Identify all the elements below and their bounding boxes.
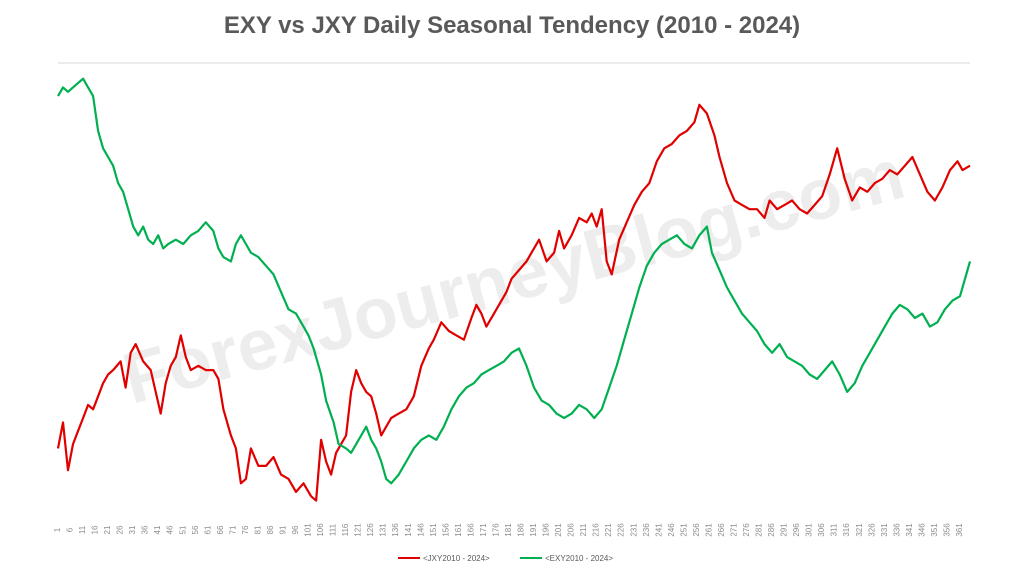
x-tick-label: 176: [491, 523, 500, 537]
x-tick-label: 266: [717, 523, 726, 537]
x-tick-label: 136: [391, 523, 400, 537]
x-tick-label: 1: [53, 527, 62, 532]
x-tick-label: 51: [178, 525, 187, 534]
x-tick-label: 226: [617, 523, 626, 537]
x-tick-label: 46: [166, 525, 175, 534]
x-tick-label: 106: [316, 523, 325, 537]
x-tick-label: 131: [379, 523, 388, 537]
x-tick-label: 196: [542, 523, 551, 537]
x-tick-label: 181: [504, 523, 513, 537]
x-tick-label: 361: [955, 523, 964, 537]
x-tick-label: 141: [404, 523, 413, 537]
x-tick-label: 326: [867, 523, 876, 537]
x-tick-label: 36: [141, 525, 150, 534]
x-tick-label: 311: [830, 523, 839, 536]
x-tick-label: 356: [942, 523, 951, 537]
x-tick-label: 156: [441, 523, 450, 537]
x-tick-label: 111: [329, 523, 338, 536]
x-tick-label: 191: [529, 523, 538, 537]
x-tick-label: 291: [780, 523, 789, 537]
x-tick-label: 26: [116, 525, 125, 534]
x-tick-label: 331: [880, 523, 889, 537]
x-tick-label: 241: [654, 523, 663, 537]
legend-label-exy: <EXY2010 - 2024>: [545, 554, 613, 563]
x-tick-label: 166: [466, 523, 475, 537]
x-tick-label: 11: [78, 525, 87, 534]
series-layer: [56, 77, 972, 502]
x-tick-label: 21: [103, 525, 112, 534]
x-tick-label: 206: [567, 523, 576, 537]
x-tick-label: 201: [554, 523, 563, 537]
x-tick-label: 66: [216, 525, 225, 534]
x-tick-label: 41: [153, 525, 162, 534]
legend-label-jxy: <JXY2010 - 2024>: [423, 554, 490, 563]
x-tick-label: 101: [304, 523, 313, 537]
series-line-exy: [57, 77, 972, 485]
x-tick-label: 6: [66, 527, 75, 532]
x-tick-label: 151: [429, 523, 438, 537]
x-tick-label: 146: [416, 523, 425, 537]
x-tick-label: 271: [729, 523, 738, 537]
x-tick-label: 171: [479, 523, 488, 537]
x-tick-label: 316: [842, 523, 851, 537]
x-tick-label: 306: [817, 523, 826, 537]
x-tick-label: 236: [642, 523, 651, 537]
series-line-jxy: [56, 103, 971, 502]
x-tick-label: 16: [91, 525, 100, 534]
x-tick-label: 186: [517, 523, 526, 537]
x-tick-label: 161: [454, 523, 463, 537]
x-tick-label: 211: [579, 523, 588, 536]
x-tick-label: 336: [892, 523, 901, 537]
x-tick-label: 286: [767, 523, 776, 537]
x-tick-label: 231: [629, 523, 638, 537]
x-tick-label: 301: [805, 523, 814, 537]
x-tick-label: 276: [742, 523, 751, 537]
x-tick-label: 281: [755, 523, 764, 537]
x-tick-label: 96: [291, 525, 300, 534]
legend: <JXY2010 - 2024> <EXY2010 - 2024>: [398, 554, 613, 563]
x-tick-label: 126: [366, 523, 375, 537]
x-tick-label: 216: [592, 523, 601, 537]
x-tick-label: 351: [930, 523, 939, 537]
x-tick-label: 221: [604, 523, 613, 537]
x-tick-label: 61: [203, 525, 212, 534]
x-tick-label: 346: [917, 523, 926, 537]
x-tick-label: 341: [905, 523, 914, 537]
x-tick-label: 246: [667, 523, 676, 537]
x-tick-label: 321: [855, 523, 864, 537]
x-tick-label: 121: [354, 523, 363, 537]
x-tick-label: 76: [241, 525, 250, 534]
x-tick-label: 91: [278, 525, 287, 534]
x-tick-label: 296: [792, 523, 801, 537]
x-tick-label: 56: [191, 525, 200, 534]
x-tick-label: 256: [692, 523, 701, 537]
chart-title: EXY vs JXY Daily Seasonal Tendency (2010…: [223, 12, 801, 39]
x-tick-label: 251: [679, 523, 688, 537]
x-tick-label: 86: [266, 525, 275, 534]
x-axis-ticks: 1 6 11 16 21 26 31 36 41 46 51 56 61 66 71 76 81 86 91 96 10…: [53, 523, 964, 537]
x-tick-label: 31: [128, 525, 137, 534]
x-tick-label: 81: [253, 525, 262, 534]
x-tick-label: 261: [704, 523, 713, 537]
x-tick-label: 71: [228, 525, 237, 534]
x-tick-label: 116: [341, 523, 350, 536]
